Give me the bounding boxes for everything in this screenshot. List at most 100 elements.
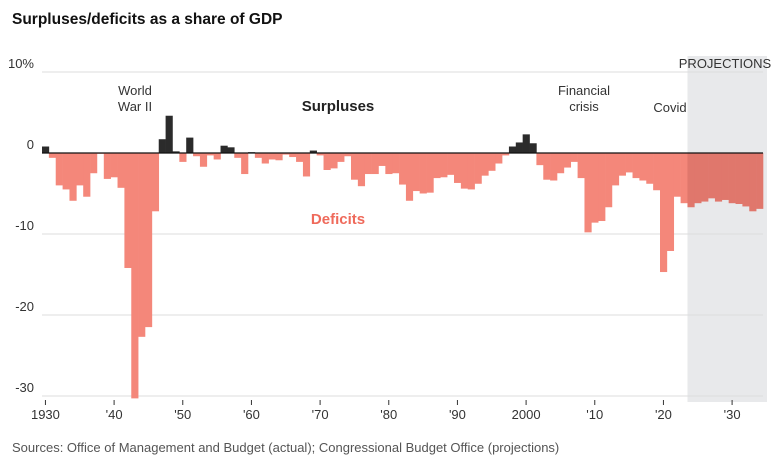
deficit-bar <box>323 152 331 170</box>
surplus-bar <box>172 151 180 153</box>
deficit-bar <box>316 152 324 156</box>
deficit-bar <box>193 152 201 157</box>
deficit-bar <box>447 152 455 175</box>
deficit-bar <box>502 152 510 156</box>
deficit-bar <box>76 152 84 186</box>
deficit-bar <box>728 152 736 204</box>
deficit-bar <box>412 152 420 192</box>
deficit-bar <box>550 152 558 181</box>
deficit-bar <box>69 152 77 201</box>
deficit-bar <box>742 152 750 207</box>
surplus-bar <box>42 146 50 153</box>
deficit-bar <box>577 152 585 179</box>
deficit-bar <box>213 152 221 160</box>
deficit-bar <box>254 152 263 158</box>
deficit-bar <box>433 152 441 179</box>
deficit-bar <box>282 152 290 155</box>
deficit-bar <box>495 152 503 164</box>
x-tick-label: '90 <box>449 407 466 422</box>
projection-band <box>687 56 767 402</box>
deficit-bar <box>206 152 214 156</box>
deficit-bar <box>543 152 551 180</box>
deficit-bar <box>467 152 475 190</box>
deficit-bar <box>708 152 716 199</box>
x-tick-label: '60 <box>243 407 260 422</box>
deficit-bar <box>653 152 661 191</box>
source-note: Sources: Office of Management and Budget… <box>12 440 560 455</box>
deficit-bar <box>611 152 620 186</box>
deficit-bar <box>337 152 345 162</box>
surplus-bar <box>508 146 517 153</box>
deficit-bar <box>584 152 592 233</box>
annotation-label: World <box>118 83 152 98</box>
surplus-bar <box>227 147 235 153</box>
y-tick-label: -20 <box>15 299 34 314</box>
x-tick-label: '40 <box>106 407 123 422</box>
deficit-bar <box>330 152 338 169</box>
deficit-bar <box>660 152 668 273</box>
deficit-bar <box>591 152 599 223</box>
deficit-bar <box>701 152 709 202</box>
deficit-bar <box>357 152 366 187</box>
deficit-bar <box>721 152 729 200</box>
deficit-bar <box>378 152 386 166</box>
y-tick-label: -30 <box>15 380 34 395</box>
deficit-bar <box>605 152 613 208</box>
deficit-bar <box>131 152 139 399</box>
x-tick-label: 2000 <box>512 407 541 422</box>
deficit-bar <box>598 152 606 222</box>
deficit-bar <box>618 152 626 176</box>
deficit-bar <box>241 152 249 175</box>
deficit-bar <box>673 152 681 197</box>
deficit-bar <box>179 152 187 162</box>
deficit-bar <box>110 152 118 178</box>
surpluses-label: Surpluses <box>302 98 375 115</box>
deficit-bar <box>364 152 372 175</box>
deficit-bar <box>426 152 434 193</box>
deficit-bar <box>646 152 654 184</box>
x-tick-label: '30 <box>724 407 741 422</box>
deficit-bar <box>735 152 743 205</box>
deficit-bar <box>392 152 400 174</box>
y-tick-label: 10% <box>8 56 34 71</box>
projection-label: PROJECTIONS <box>679 56 772 71</box>
annotation-label: crisis <box>569 99 599 114</box>
deficit-bar <box>694 152 702 204</box>
x-tick-label: '20 <box>655 407 672 422</box>
deficit-bar <box>557 152 565 174</box>
deficit-bar <box>536 152 544 166</box>
deficit-bar <box>454 152 462 183</box>
deficit-bar <box>385 152 393 175</box>
deficit-bar <box>687 152 695 208</box>
deficit-bar <box>405 152 414 201</box>
surplus-bar <box>220 145 228 153</box>
deficit-bar <box>145 152 153 328</box>
annotation-label: Covid <box>653 100 686 115</box>
surplus-bar <box>165 115 173 153</box>
deficit-bar <box>570 152 578 162</box>
deficit-bar <box>275 152 283 161</box>
deficit-bar <box>199 152 208 167</box>
surplus-bar <box>522 134 530 153</box>
deficit-bar <box>62 152 70 190</box>
deficit-bar <box>632 152 640 179</box>
deficit-bar <box>83 152 91 197</box>
deficit-bar <box>749 152 757 212</box>
deficit-bar <box>48 152 57 158</box>
deficit-bar <box>488 152 496 171</box>
deficit-bar <box>55 152 63 186</box>
x-tick-label: '80 <box>380 407 397 422</box>
deficit-bar <box>302 152 311 177</box>
surplus-bar <box>158 139 166 153</box>
surplus-bar <box>515 142 523 153</box>
deficit-bar <box>268 152 276 160</box>
deficit-bar <box>639 152 647 181</box>
deficit-bar <box>351 152 359 180</box>
x-tick-label: '10 <box>586 407 603 422</box>
deficit-bar <box>481 152 489 176</box>
deficit-bar <box>419 152 427 194</box>
deficit-bar <box>714 152 723 202</box>
deficit-bar <box>261 152 269 164</box>
deficit-bar <box>371 152 379 175</box>
